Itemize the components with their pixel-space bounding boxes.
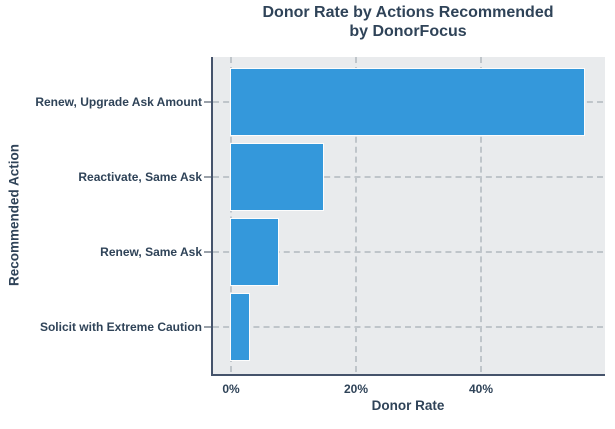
y-tick-mark (204, 101, 211, 103)
category-label: Renew, Same Ask (100, 245, 202, 259)
h-gridline (213, 251, 603, 253)
y-axis-title: Recommended Action (6, 143, 22, 287)
category-label: Solicit with Extreme Caution (39, 320, 202, 334)
x-tick-label: 0% (222, 382, 240, 396)
y-tick-mark (204, 326, 211, 328)
x-tick-label: 20% (343, 382, 369, 396)
bar (230, 218, 279, 286)
category-label: Renew, Upgrade Ask Amount (35, 95, 202, 109)
x-tick-label: 40% (468, 382, 494, 396)
v-gridline (480, 57, 482, 372)
chart-title-line1: Donor Rate by Actions Recommended (262, 4, 554, 21)
bar (230, 68, 586, 136)
bar (230, 293, 251, 361)
x-axis-title: Donor Rate (371, 398, 445, 413)
chart-title-line2: by DonorFocus (349, 23, 467, 40)
category-label: Reactivate, Same Ask (78, 170, 202, 184)
v-gridline (355, 57, 357, 372)
y-tick-mark (204, 251, 211, 253)
chart-title: Donor Rate by Actions Recommended by Don… (211, 3, 605, 41)
y-tick-mark (204, 176, 211, 178)
h-gridline (213, 326, 603, 328)
v-gridline (230, 57, 232, 372)
plot-area (204, 57, 605, 376)
bar (230, 143, 324, 211)
h-gridline (213, 176, 603, 178)
